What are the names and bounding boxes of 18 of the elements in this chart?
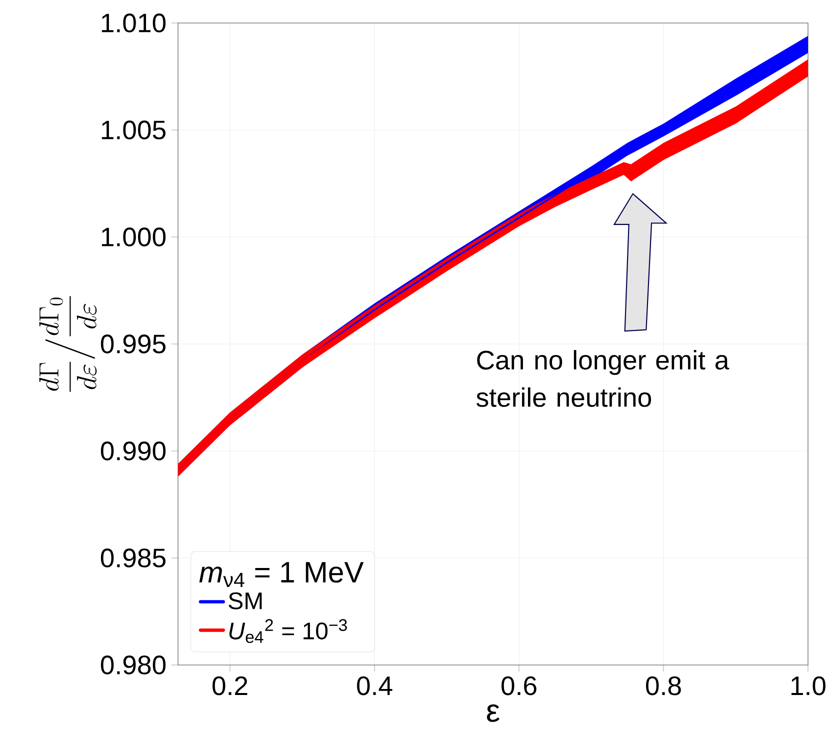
y-axis-title: $\frac{d\Gamma}{d\varepsilon}\Big/\frac{d\Gamma_0}{d\varepsilon}$ <box>39 296 97 392</box>
legend-title: m$_{ν4}$ = 1 MeV <box>199 562 364 587</box>
x-tick-label: 1.0 <box>791 676 826 696</box>
y-tick-label: 1.010 <box>102 14 166 32</box>
x-tick-label: 0.4 <box>357 676 392 696</box>
y-tick-label: 1.005 <box>102 120 166 140</box>
x-tick-label: 0.6 <box>502 676 536 696</box>
y-tick-label: 0.995 <box>100 334 166 354</box>
x-tick-label: 0.2 <box>212 676 248 696</box>
legend-label: SM <box>228 592 262 610</box>
x-tick-label: 0.8 <box>646 676 681 696</box>
x-axis-title: ε <box>486 704 500 722</box>
y-tick-label: 0.990 <box>100 442 166 460</box>
y-tick-label: 1.000 <box>102 228 166 246</box>
y-tick-label: 0.985 <box>100 548 166 568</box>
legend-label: U$_{e4}$$^{2}$ = 10$^{−3}$ <box>229 619 347 643</box>
annotation: Can no longer emit a sterile neutrino <box>476 350 730 407</box>
y-tick-label: 0.980 <box>100 656 166 674</box>
